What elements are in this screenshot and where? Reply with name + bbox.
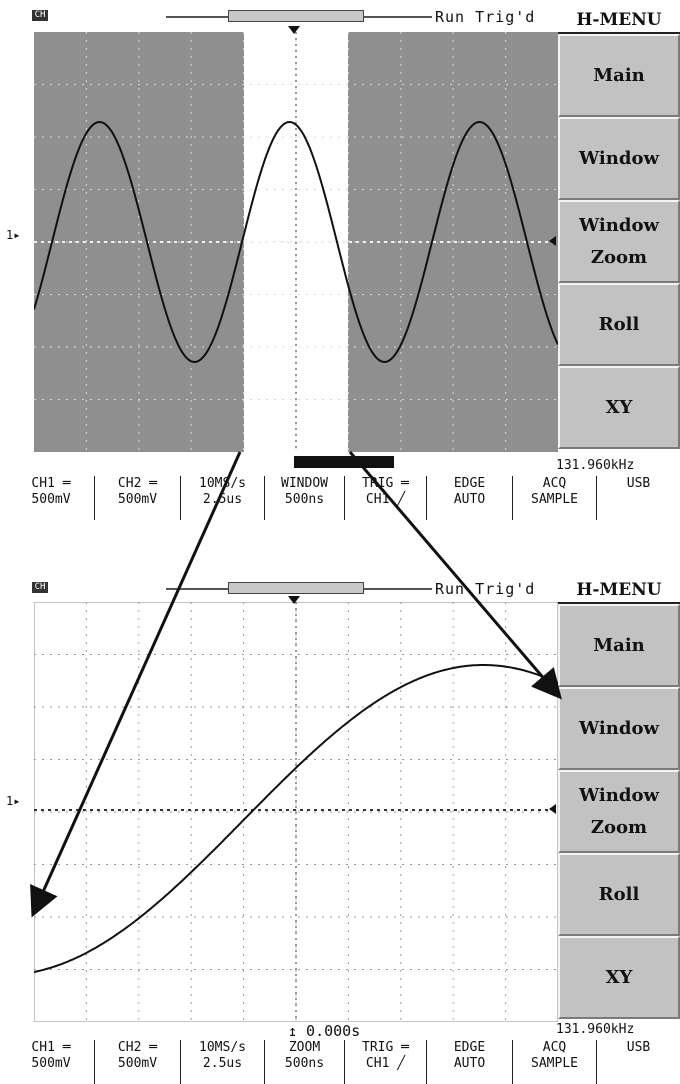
window-setting[interactable]: WINDOW 500ns — [264, 476, 344, 520]
softkey-xy[interactable]: XY — [558, 936, 680, 1019]
ch1-setting[interactable]: CH1 ═ 500mV — [31, 476, 71, 507]
memory-window-indicator[interactable] — [228, 10, 364, 22]
ch1-marker: 1▸ — [6, 794, 21, 808]
trigger-source-setting[interactable]: TRIG ═ CH1 ╱ — [344, 1040, 426, 1084]
timebase-setting[interactable]: 10MS/s 2.5us — [180, 1040, 264, 1084]
channel-icon: CH — [32, 10, 48, 21]
softkey-window[interactable]: Window — [558, 687, 680, 770]
memory-window-indicator[interactable] — [228, 582, 364, 594]
trigger-level-icon — [549, 236, 556, 246]
usb-setting[interactable]: USB — [596, 476, 680, 520]
hmenu-title: H-MENU — [558, 8, 680, 34]
ch2-setting[interactable]: CH2 ═ 500mV — [94, 476, 180, 520]
trigger-position-icon — [288, 596, 300, 604]
settings-status-bar: CH1 ═ 500mV CH2 ═ 500mV 10MS/s 2.5us ZOOM 50… — [8, 1040, 680, 1084]
top-status-bar: CH Run Trig'd — [0, 0, 560, 30]
hmenu: H-MENU Main Window Window Zoom Roll XY — [558, 8, 680, 449]
softkey-window-zoom[interactable]: Window Zoom — [558, 200, 680, 283]
ch1-trace — [34, 120, 558, 364]
top-scope-panel: CH Run Trig'd 1▸ H-MENU Main Window Wind… — [0, 0, 680, 520]
timebase-setting[interactable]: 10MS/s 2.5us — [180, 476, 264, 520]
softkey-roll[interactable]: Roll — [558, 853, 680, 936]
trigger-level-icon — [549, 804, 556, 814]
softkey-xy[interactable]: XY — [558, 366, 680, 449]
frequency-readout: 131.960kHz — [556, 1022, 635, 1037]
softkey-roll[interactable]: Roll — [558, 283, 680, 366]
window-position-icon — [294, 456, 394, 468]
hmenu: H-MENU Main Window Window Zoom Roll XY — [558, 578, 680, 1019]
frequency-readout: 131.960kHz — [556, 458, 635, 473]
hmenu-title: H-MENU — [558, 578, 680, 604]
trigger-position-icon — [288, 26, 300, 34]
trigger-mode-setting[interactable]: EDGE AUTO — [426, 1040, 512, 1084]
top-waveform-display — [34, 32, 558, 452]
bottom-waveform-display — [34, 602, 558, 1022]
trigger-source-setting[interactable]: TRIG ═ CH1 ╱ — [344, 476, 426, 520]
settings-status-bar: CH1 ═ 500mV CH2 ═ 500mV 10MS/s 2.5us WINDOW… — [8, 476, 680, 520]
softkey-main[interactable]: Main — [558, 604, 680, 687]
softkey-main[interactable]: Main — [558, 34, 680, 117]
bottom-scope-panel: CH Run Trig'd 1▸ H-MENU Main Window Wind… — [0, 572, 680, 1084]
run-status: Run Trig'd — [435, 8, 536, 26]
trigger-mode-setting[interactable]: EDGE AUTO — [426, 476, 512, 520]
acquisition-setting[interactable]: ACQ SAMPLE — [512, 476, 596, 520]
channel-icon: CH — [32, 582, 48, 593]
time-position-readout: ↥ 0.000s — [288, 1022, 361, 1040]
ch2-setting[interactable]: CH2 ═ 500mV — [94, 1040, 180, 1084]
acquisition-setting[interactable]: ACQ SAMPLE — [512, 1040, 596, 1084]
ch1-marker: 1▸ — [6, 228, 21, 242]
zoom-setting[interactable]: ZOOM 500ns — [264, 1040, 344, 1084]
ch1-setting[interactable]: CH1 ═ 500mV — [31, 1040, 71, 1071]
softkey-window-zoom[interactable]: Window Zoom — [558, 770, 680, 853]
usb-setting[interactable]: USB — [596, 1040, 680, 1084]
bottom-status-bar: CH Run Trig'd — [0, 572, 560, 602]
softkey-window[interactable]: Window — [558, 117, 680, 200]
run-status: Run Trig'd — [435, 580, 536, 598]
